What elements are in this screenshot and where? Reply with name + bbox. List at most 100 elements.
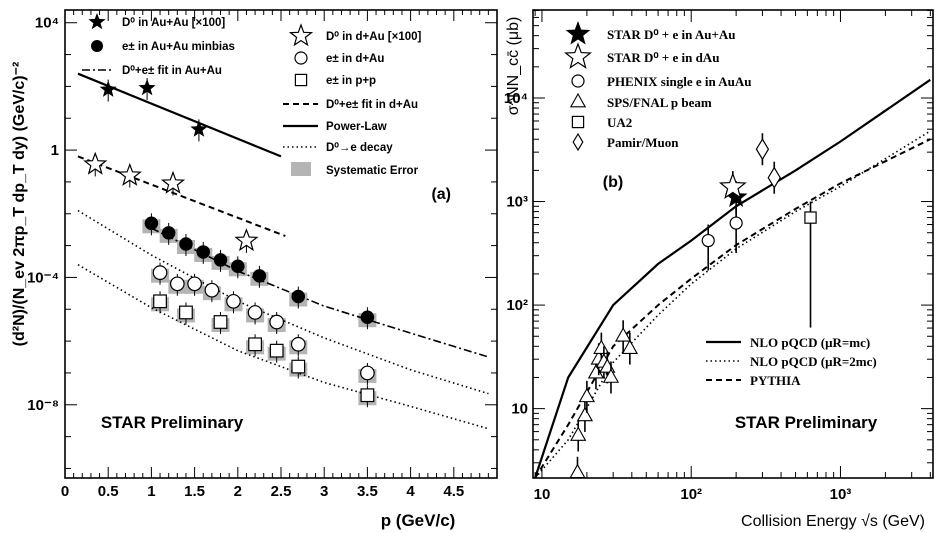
data-point — [291, 289, 306, 304]
panel-label-b: (b) — [603, 174, 623, 191]
legend-entry: UA2 — [607, 115, 632, 130]
data-point — [290, 336, 306, 352]
data-point — [204, 282, 220, 298]
y-tick-label-a: 1 — [51, 142, 59, 159]
data-point — [117, 162, 142, 186]
data-point — [360, 365, 375, 381]
legend-entry: D⁰ in d+Au [×100] — [326, 30, 422, 43]
data-point — [724, 185, 748, 207]
y-tick-label-a: 10⁴ — [35, 15, 59, 32]
data-point — [570, 426, 587, 441]
x-tick-label-a: 3 — [320, 483, 328, 500]
data-point — [179, 305, 193, 320]
data-point — [234, 228, 259, 252]
legend-entry: STAR D⁰ + e in dAu — [607, 50, 719, 65]
data-point — [226, 293, 241, 309]
data-point — [83, 151, 108, 175]
curve-solid — [534, 78, 931, 479]
x-tick-label-a: 0.5 — [98, 483, 119, 500]
x-axis-label-a: p (GeV/c) — [381, 511, 456, 530]
data-point — [138, 79, 156, 96]
data-point — [729, 216, 743, 230]
legend-swatch — [563, 42, 593, 69]
data-point — [99, 80, 117, 97]
legend-swatch — [565, 21, 591, 45]
data-point — [179, 237, 193, 251]
curve-dashdot — [151, 227, 489, 358]
data-point — [576, 406, 594, 422]
data-point — [269, 314, 285, 330]
data-point — [269, 343, 284, 358]
y-tick-label-b: 10⁴ — [504, 90, 528, 107]
legend-entry: Systematic Error — [326, 165, 419, 177]
annotation-a: STAR Preliminary — [101, 413, 244, 432]
annotation-b: STAR Preliminary — [735, 413, 878, 432]
panel-a: 0 0.5 1 1.5 2 2.5 3 3.5 4 4.5 10⁻⁸ 10⁻⁴ 1 10⁴ p (GeV/c… — [11, 9, 498, 530]
data-point — [187, 276, 202, 292]
data-point — [291, 359, 306, 374]
x-tick-label-b: 10² — [680, 486, 702, 503]
data-point — [804, 211, 817, 224]
data-point — [615, 327, 632, 342]
data-point — [578, 387, 596, 403]
data-point — [161, 226, 176, 240]
data-point — [252, 269, 267, 283]
x-tick-label-a: 2 — [234, 483, 242, 500]
data-point — [152, 265, 168, 281]
y-axis-label-b: σ^NN_cc̄ (μb) — [505, 17, 522, 116]
legend-entry: e± in p+p — [326, 75, 376, 87]
x-tick-label-a: 1.5 — [184, 483, 205, 500]
x-tick-label-a: 0 — [61, 483, 69, 500]
legend-entry: NLO pQCD (μR=2mc) — [750, 354, 877, 369]
data-point — [569, 463, 586, 479]
legend-entry: NLO pQCD (μR=mc) — [750, 335, 870, 350]
data-point — [755, 138, 770, 161]
legend-entry: PYTHIA — [750, 373, 801, 388]
panel-label-a: (a) — [431, 186, 451, 203]
data-point — [196, 245, 210, 259]
x-tick-label-a: 4 — [406, 483, 415, 500]
data-point — [190, 120, 208, 137]
legend-entry: D⁰ in Au+Au [×100] — [122, 16, 225, 29]
data-point — [593, 339, 610, 354]
legend-entry: Power-Law — [326, 121, 387, 133]
data-point — [587, 364, 605, 379]
legend-entry: D⁰+e± fit in d+Au — [326, 98, 418, 111]
data-point — [213, 315, 228, 329]
legend-entry: Pamir/Muon — [607, 135, 679, 150]
data-point — [701, 233, 715, 248]
x-tick-label-a: 4.5 — [443, 483, 464, 500]
legend-swatch — [569, 92, 587, 108]
legend-swatch — [571, 74, 585, 88]
x-tick-label-a: 2.5 — [271, 483, 292, 500]
y-tick-label-b: 10³ — [506, 194, 528, 211]
legend-swatch — [294, 51, 308, 65]
legend-swatch — [88, 13, 106, 30]
legend-entry: SPS/FNAL p beam — [607, 95, 712, 110]
data-point — [169, 276, 185, 292]
legend-entry: STAR D⁰ + e in Au+Au — [607, 27, 736, 42]
panel-b: 10 10² 10³ 10 10² 10³ 10⁴ Collision Energy √s (… — [504, 9, 934, 530]
y-axis-label-a: (d²N)/(N_ev 2πp_T dp_T dy) (GeV/c)⁻² — [11, 62, 28, 347]
data-point — [602, 368, 620, 383]
legend-swatch — [572, 132, 584, 152]
legend-entry: e± in Au+Au minbias — [122, 41, 235, 53]
legend-swatch — [294, 73, 308, 87]
plot-frame-a — [64, 9, 498, 479]
legend-swatch — [288, 23, 314, 47]
data-point — [718, 172, 747, 199]
legend-entry: D⁰→e decay — [326, 141, 393, 154]
y-tick-label-a: 10⁻⁴ — [27, 269, 59, 286]
x-tick-label-a: 3.5 — [357, 483, 378, 500]
data-point — [144, 216, 159, 231]
plot-frame-b — [532, 9, 934, 479]
legend-entry: PHENIX single e in AuAu — [607, 74, 751, 89]
y-tick-label-b: 10² — [506, 297, 528, 314]
x-axis-label-b: Collision Energy √s (GeV) — [741, 513, 925, 530]
data-point — [248, 337, 262, 352]
data-point — [767, 166, 781, 189]
y-tick-label-a: 10⁻⁸ — [27, 397, 59, 414]
legend-swatch — [291, 162, 311, 176]
data-point — [360, 388, 375, 403]
